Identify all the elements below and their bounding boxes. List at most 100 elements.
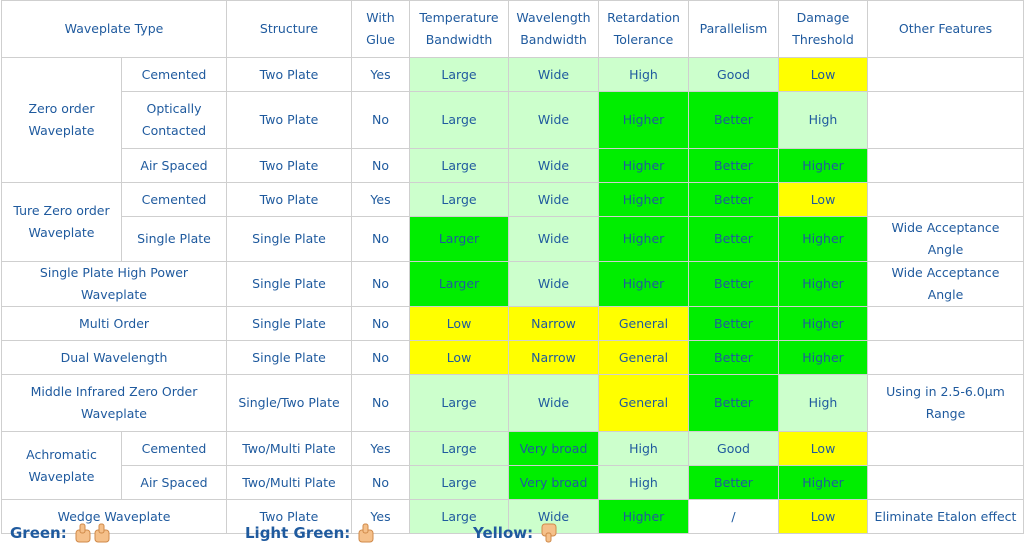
header-cell: Retardation Tolerance [598,0,689,58]
header-cell: Structure [226,0,352,58]
header-cell: Wavelength Bandwidth [508,0,599,58]
table-row: Air Spaced Two Plate No Large Wide Higher Bett… [2,148,1024,183]
table-row: Dual Wavelength Single Plate No Low Narrow Ge… [1,340,1024,375]
header-cell: Waveplate Type [1,0,227,58]
header-row: Waveplate Type Structure With Glue Temperat… [1,0,1024,58]
table-cell: General [598,374,689,432]
legend-item: Light Green: [245,522,378,544]
table-cell [867,182,1024,217]
table-cell: No [351,465,410,500]
table-cell: Low [778,499,868,534]
table-cell: Wide [508,57,599,92]
table-cell: Wide [508,216,599,262]
icon-thumb-down [541,523,557,543]
table-cell: Two Plate [226,57,352,92]
table-cell: Wide [508,148,599,183]
table-cell: Two Plate [226,499,352,534]
legend: Green: Light Green: Yellow: [10,522,1010,548]
header-cell: Parallelism [688,0,779,58]
waveplate-type: Middle Infrared Zero Order Waveplate [1,374,227,432]
table-cell: High [778,374,868,432]
table-cell: Two/Multi Plate [226,465,352,500]
table-cell: General [598,306,689,341]
table-cell: Good [688,431,779,466]
table-cell: Higher [778,340,868,375]
subtype: Single Plate [121,216,227,262]
table-cell: Higher [778,261,868,307]
icon-thumb-up [358,523,374,543]
table-cell: Higher [598,261,689,307]
table-cell: No [351,374,410,432]
table-cell: Higher [778,216,868,262]
table-cell: Good [688,57,779,92]
waveplate-type: Single Plate High Power Waveplate [1,261,227,307]
table-cell: Large [409,57,509,92]
table-cell: No [351,306,410,341]
table-cell: Low [409,340,509,375]
header-cell: With Glue [351,0,410,58]
header-cell: Temperature Bandwidth [409,0,509,58]
header-cell: Other Features [867,0,1024,58]
table-cell: Better [688,340,779,375]
table-cell [867,340,1024,375]
table-row: Zero order Waveplate Cemented Two Plate Yes… [1,57,1024,183]
table-cell: Better [688,216,779,262]
table-cell: High [778,91,868,149]
table-cell: Higher [598,182,689,217]
table-cell [867,57,1024,92]
table-cell: Higher [778,148,868,183]
table-cell: Two Plate [226,182,352,217]
table-cell: Large [409,499,509,534]
table-cell: Narrow [508,340,599,375]
table-cell: Larger [409,216,509,262]
table-row: Single Plate Single Plate No Larger Wide High… [2,216,1024,262]
table-row: Achromatic Waveplate Cemented Two/Multi Pl… [1,431,1024,500]
table-cell: Large [409,91,509,149]
table-cell: Wide Acceptance Angle [867,216,1024,262]
table-cell: Large [409,182,509,217]
table-cell: No [351,148,410,183]
table-cell: Low [778,431,868,466]
table-cell: Single Plate [226,340,352,375]
table-cell: Single Plate [226,261,352,307]
table-cell: Yes [351,57,410,92]
table-cell [867,91,1024,149]
table-cell: Single/Two Plate [226,374,352,432]
table-cell: Large [409,148,509,183]
subtype: Cemented [121,182,227,217]
subtype: Air Spaced [121,465,227,500]
waveplate-type: Wedge Waveplate [1,499,227,534]
table-cell: Wide [508,374,599,432]
subtype: Cemented [121,57,227,92]
table-cell: Two Plate [226,91,352,149]
table-row: Wedge Waveplate Two Plate Yes Large Wide High… [1,499,1024,534]
table-cell: Low [778,57,868,92]
waveplate-type: Ture Zero order Waveplate [1,182,122,262]
table-cell: Large [409,374,509,432]
table-cell: Higher [778,465,868,500]
table-cell: No [351,261,410,307]
table-row: Single Plate High Power Waveplate Single … [1,261,1024,307]
table-cell: Better [688,465,779,500]
table-cell: Better [688,148,779,183]
table-cell: Better [688,261,779,307]
table-cell: Larger [409,261,509,307]
table-cell: Higher [598,216,689,262]
table-cell: Two Plate [226,148,352,183]
table-cell: Better [688,91,779,149]
waveplate-table: Waveplate Type Structure With Glue Temperat… [1,0,1024,534]
subtype: Optically Contacted [121,91,227,149]
table-cell [867,431,1024,466]
waveplate-type: Multi Order [1,306,227,341]
table-cell: Wide [508,261,599,307]
legend-label: Yellow: [473,524,534,542]
header-cell: Damage Threshold [778,0,868,58]
table-cell: Higher [598,148,689,183]
legend-item: Yellow: [473,522,561,544]
table-cell: Single Plate [226,216,352,262]
table-cell: Eliminate Etalon effect [867,499,1024,534]
table-cell: Low [778,182,868,217]
table-cell: Higher [598,499,689,534]
table-cell: Narrow [508,306,599,341]
